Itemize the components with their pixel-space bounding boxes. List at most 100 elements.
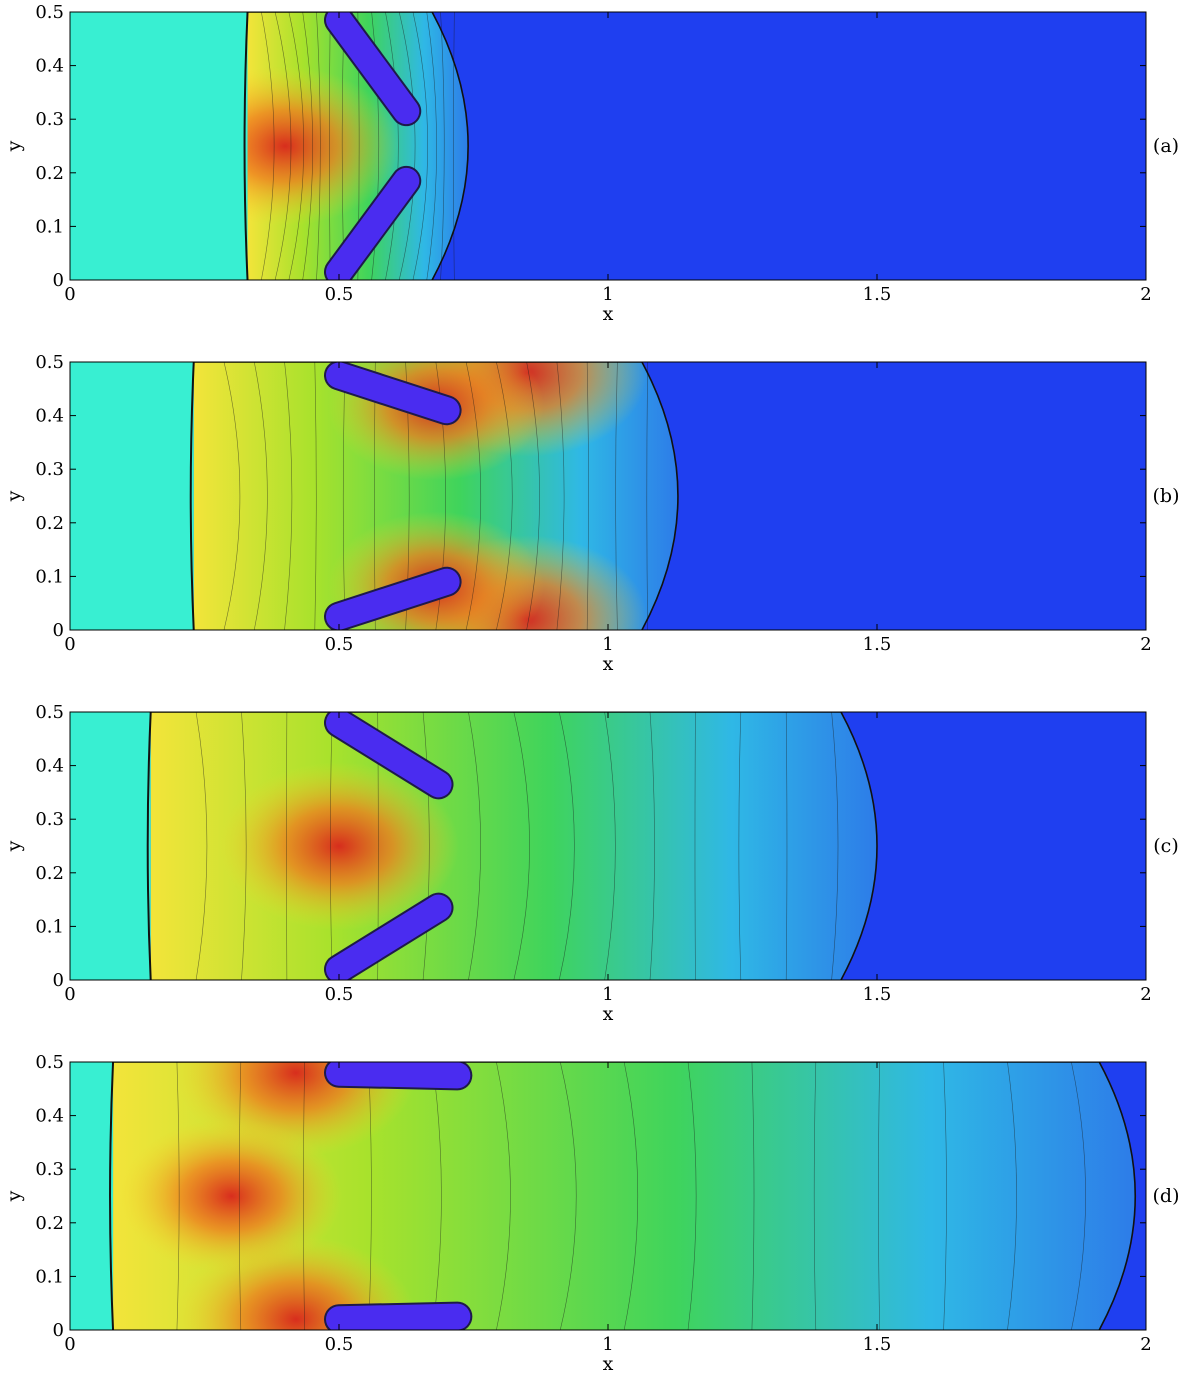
heatmap-panel-4	[70, 1062, 1146, 1330]
contour-line	[513, 712, 530, 980]
leading-wave-line	[193, 362, 679, 630]
leading-wave-line	[247, 12, 469, 280]
contour-line	[526, 362, 540, 630]
contour-line	[468, 712, 481, 980]
y-tick-label: 0.4	[35, 56, 64, 77]
y-tick-label: 0.3	[35, 809, 64, 830]
contour-line	[422, 712, 430, 980]
x-tick-label: 0	[64, 984, 75, 1005]
contour-line	[453, 12, 455, 280]
x-axis-label: x	[603, 1353, 614, 1375]
x-tick-label: 1.5	[863, 1334, 892, 1355]
x-tick-label: 1.5	[863, 984, 892, 1005]
y-tick-label: 0.3	[35, 459, 64, 480]
contour-line	[330, 712, 333, 980]
shock-front-line	[109, 1062, 115, 1330]
high-pressure-zone	[120, 1118, 343, 1274]
contour-line	[559, 1062, 577, 1330]
panel-label: (a)	[1153, 135, 1179, 157]
y-axis-label: y	[3, 140, 25, 152]
contour-line	[253, 362, 268, 630]
contour-line	[785, 712, 788, 980]
contour-line	[342, 362, 346, 630]
contour-line	[314, 362, 317, 630]
y-tick-label: 0.2	[35, 163, 64, 184]
contour-line	[738, 712, 742, 980]
contour-line	[604, 712, 616, 980]
contour-line	[368, 1062, 372, 1330]
contour-line	[412, 12, 428, 280]
obstacle-plate	[326, 894, 452, 980]
y-tick-label: 0	[53, 270, 64, 291]
contour-line	[615, 362, 618, 630]
obstacle-plate	[326, 12, 420, 125]
pre-shock-region	[70, 712, 151, 980]
y-tick-label: 0.1	[35, 566, 64, 587]
contour-line	[496, 362, 513, 630]
high-pressure-zone	[219, 762, 459, 930]
x-axis-label: x	[603, 1003, 614, 1025]
panel-label: (d)	[1153, 1185, 1180, 1207]
contour-line	[303, 1062, 306, 1330]
contour-line	[646, 362, 648, 630]
contour-line	[302, 12, 313, 280]
x-axis-label: x	[603, 653, 614, 675]
shock-front-line	[243, 12, 249, 280]
x-tick-label: 0.5	[325, 284, 354, 305]
x-tick-label: 1	[602, 634, 613, 655]
shock-front-line	[189, 362, 195, 630]
leading-wave-line	[150, 712, 878, 980]
contour-line	[440, 12, 445, 280]
x-axis-label: x	[603, 303, 614, 325]
y-tick-label: 0.1	[35, 916, 64, 937]
x-tick-label: 0	[64, 1334, 75, 1355]
x-tick-label: 0.5	[325, 634, 354, 655]
obstacle-plate	[326, 362, 460, 424]
contour-line	[195, 712, 208, 980]
contour-line	[176, 1062, 180, 1330]
contour-line	[316, 12, 321, 280]
contour-line	[329, 12, 331, 280]
y-tick-label: 0.4	[35, 406, 64, 427]
obstacle-plate	[326, 1062, 471, 1089]
contour-line	[238, 1062, 242, 1330]
contour-line	[878, 1062, 880, 1330]
y-tick-label: 0.1	[35, 216, 64, 237]
contour-line	[558, 712, 575, 980]
contour-line	[751, 1062, 755, 1330]
panel-label: (b)	[1153, 485, 1180, 507]
obstacle-plate	[326, 712, 452, 798]
x-tick-label: 1	[602, 984, 613, 1005]
heatmap-panel-1	[70, 12, 1146, 280]
y-axis-label: y	[3, 840, 25, 852]
obstacle-plate	[326, 167, 420, 280]
obstacle-plate	[326, 568, 460, 630]
y-tick-label: 0.5	[35, 702, 64, 723]
x-tick-label: 0.5	[325, 984, 354, 1005]
panel-label: (c)	[1153, 835, 1178, 857]
contour-line	[288, 12, 304, 280]
y-tick-label: 0.5	[35, 1052, 64, 1073]
x-tick-label: 2	[1140, 634, 1151, 655]
contour-line	[284, 362, 293, 630]
x-tick-label: 1	[602, 1334, 613, 1355]
y-tick-label: 0.2	[35, 1213, 64, 1234]
contour-line	[687, 1062, 697, 1330]
contour-line	[623, 1062, 639, 1330]
contour-line	[385, 12, 399, 280]
contour-line	[223, 362, 241, 630]
contour-line	[831, 712, 839, 980]
x-tick-label: 2	[1140, 984, 1151, 1005]
x-tick-label: 0.5	[325, 1334, 354, 1355]
x-tick-label: 2	[1140, 284, 1151, 305]
y-tick-label: 0.5	[35, 352, 64, 373]
y-tick-label: 0.3	[35, 109, 64, 130]
contour-line	[432, 1062, 442, 1330]
contour-line	[586, 362, 589, 630]
y-axis-label: y	[3, 490, 25, 502]
x-tick-label: 1.5	[863, 284, 892, 305]
y-tick-label: 0.1	[35, 1266, 64, 1287]
leading-wave-line	[113, 1062, 1137, 1330]
contour-line	[465, 362, 482, 630]
